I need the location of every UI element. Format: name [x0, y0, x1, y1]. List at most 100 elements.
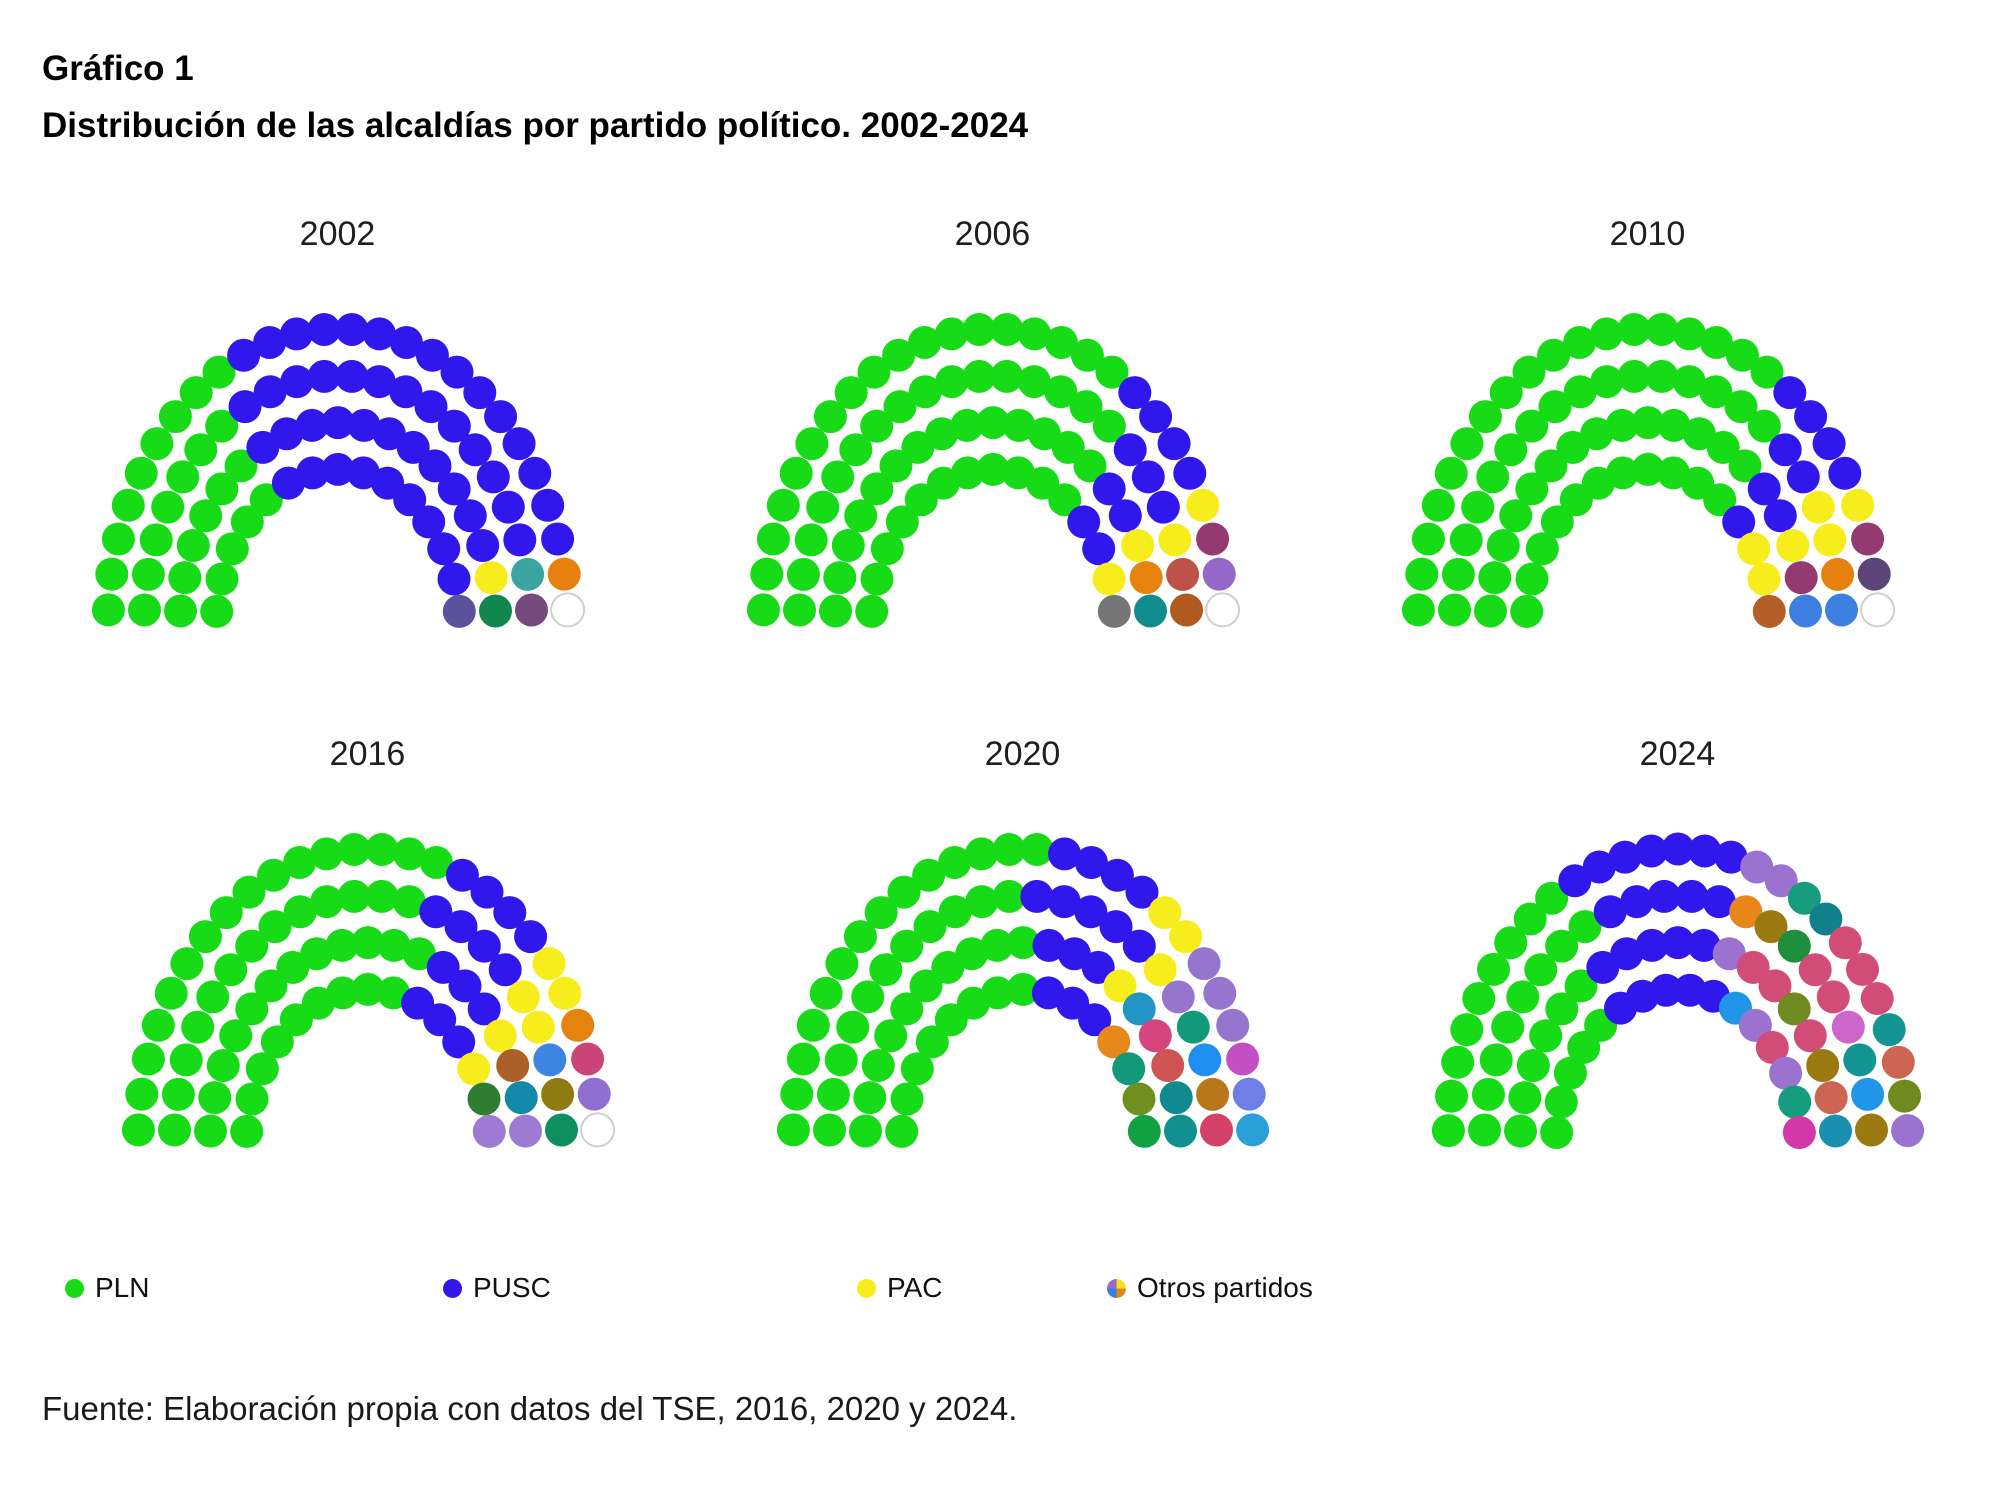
seat-dot	[521, 1010, 555, 1044]
seat-dot	[1122, 992, 1156, 1026]
seat-dot	[1568, 910, 1601, 944]
seat-dot	[1649, 973, 1682, 1007]
seat-dot	[1460, 490, 1494, 524]
seat-dot	[860, 562, 893, 596]
seat-dot	[1120, 529, 1154, 562]
legend-item-pln: PLN	[65, 1268, 149, 1308]
seat-dot	[1816, 980, 1850, 1014]
seat-dot	[1644, 359, 1678, 393]
seat-dot	[230, 505, 264, 539]
seat-dot	[202, 355, 235, 389]
charts-row-1: 2002 2006 2010	[10, 212, 1975, 652]
hemicycle-plot-2002	[91, 313, 585, 628]
seat-dot	[444, 910, 477, 944]
seat-dot	[1161, 980, 1195, 1014]
seat-dot	[1131, 460, 1165, 494]
seat-dot	[483, 1019, 517, 1053]
seat-dot	[1493, 433, 1527, 467]
seat-dot	[859, 409, 893, 443]
seat-dot	[478, 594, 512, 628]
seat-dot-empty	[1859, 592, 1895, 628]
seat-dot	[1477, 561, 1511, 595]
seat-dot	[1047, 483, 1081, 517]
seat-dot	[1702, 483, 1736, 517]
seat-dot	[848, 1114, 882, 1148]
seat-dot	[1805, 1049, 1839, 1082]
seat-dot	[1687, 928, 1720, 962]
seat-dot	[470, 875, 503, 909]
seat-dot	[474, 561, 508, 595]
seat-dot	[1777, 1085, 1811, 1119]
seat-dot	[1017, 365, 1051, 399]
seat-dot	[1739, 850, 1773, 884]
seat-dot	[779, 456, 813, 490]
seat-dot	[1411, 522, 1445, 556]
seat-dot	[1672, 317, 1706, 351]
seat-dot	[1129, 561, 1163, 595]
seat-dot	[1097, 594, 1131, 628]
seat-dot	[1437, 593, 1471, 627]
seat-dot	[282, 846, 316, 879]
seat-dot	[139, 427, 173, 461]
seat-dot	[870, 532, 904, 566]
seat-dot	[124, 1077, 158, 1111]
seat-dot	[1505, 980, 1539, 1014]
seat-dot	[235, 1082, 268, 1116]
seat-dot	[908, 375, 942, 409]
seat-dot	[577, 1077, 611, 1111]
seat-dot	[1563, 375, 1597, 409]
hemicycle-chart-2024: 2024	[1350, 732, 2000, 1172]
seat-dot	[1725, 338, 1759, 372]
seat-dot	[954, 937, 988, 971]
seat-dot	[467, 1082, 500, 1116]
seat-dot	[422, 1003, 456, 1037]
seat-dot	[229, 1114, 263, 1148]
seat-dot	[502, 523, 536, 557]
seat-dot	[1195, 522, 1229, 556]
seat-dot	[1763, 499, 1797, 533]
seat-dot	[199, 594, 233, 628]
seat-dot	[1127, 1114, 1161, 1148]
seat-dot	[1589, 365, 1623, 399]
seat-dot	[1006, 926, 1039, 960]
seat-dot	[1850, 522, 1884, 556]
seat-dot	[824, 947, 858, 981]
seat-dot	[1824, 593, 1858, 627]
seat-dot	[1674, 879, 1708, 913]
seat-dot	[1775, 529, 1809, 562]
seat-dot	[1523, 953, 1557, 987]
seat-dot	[448, 969, 481, 1003]
seat-dot	[1635, 928, 1668, 962]
seat-dot	[1881, 1045, 1915, 1079]
seat-dot	[1808, 902, 1842, 936]
seat-dot	[169, 1043, 203, 1077]
seat-dot	[1047, 837, 1081, 871]
seat-dot	[188, 499, 222, 533]
seat-dot	[204, 472, 238, 506]
seat-dot	[1553, 1056, 1587, 1090]
seat-dot	[1138, 400, 1172, 434]
seat-dot	[169, 947, 203, 981]
seat-dot	[334, 313, 368, 346]
seat-dot	[1493, 926, 1527, 960]
seat-dot	[437, 409, 471, 443]
hemicycle-plot-2006	[746, 313, 1240, 628]
seat-dot	[1828, 926, 1862, 960]
seat-dot	[1845, 952, 1879, 986]
charts-row-2: 2016 2020 2024	[40, 732, 2000, 1172]
seat-dot	[131, 557, 165, 591]
seat-dot	[1215, 1008, 1249, 1042]
seat-dot	[1728, 449, 1761, 483]
seat-dot	[809, 976, 843, 1010]
seat-dot	[843, 920, 877, 954]
seat-dot	[1539, 1116, 1573, 1149]
seat-dot	[321, 406, 354, 440]
seat-dot	[347, 408, 380, 442]
seat-dot	[245, 1052, 279, 1086]
seat-dot	[165, 460, 199, 494]
seat-dot	[1185, 488, 1219, 522]
chart-year-label: 2010	[1609, 215, 1686, 253]
seat-dot	[1831, 1010, 1865, 1044]
legend-color-dot	[857, 1278, 876, 1298]
